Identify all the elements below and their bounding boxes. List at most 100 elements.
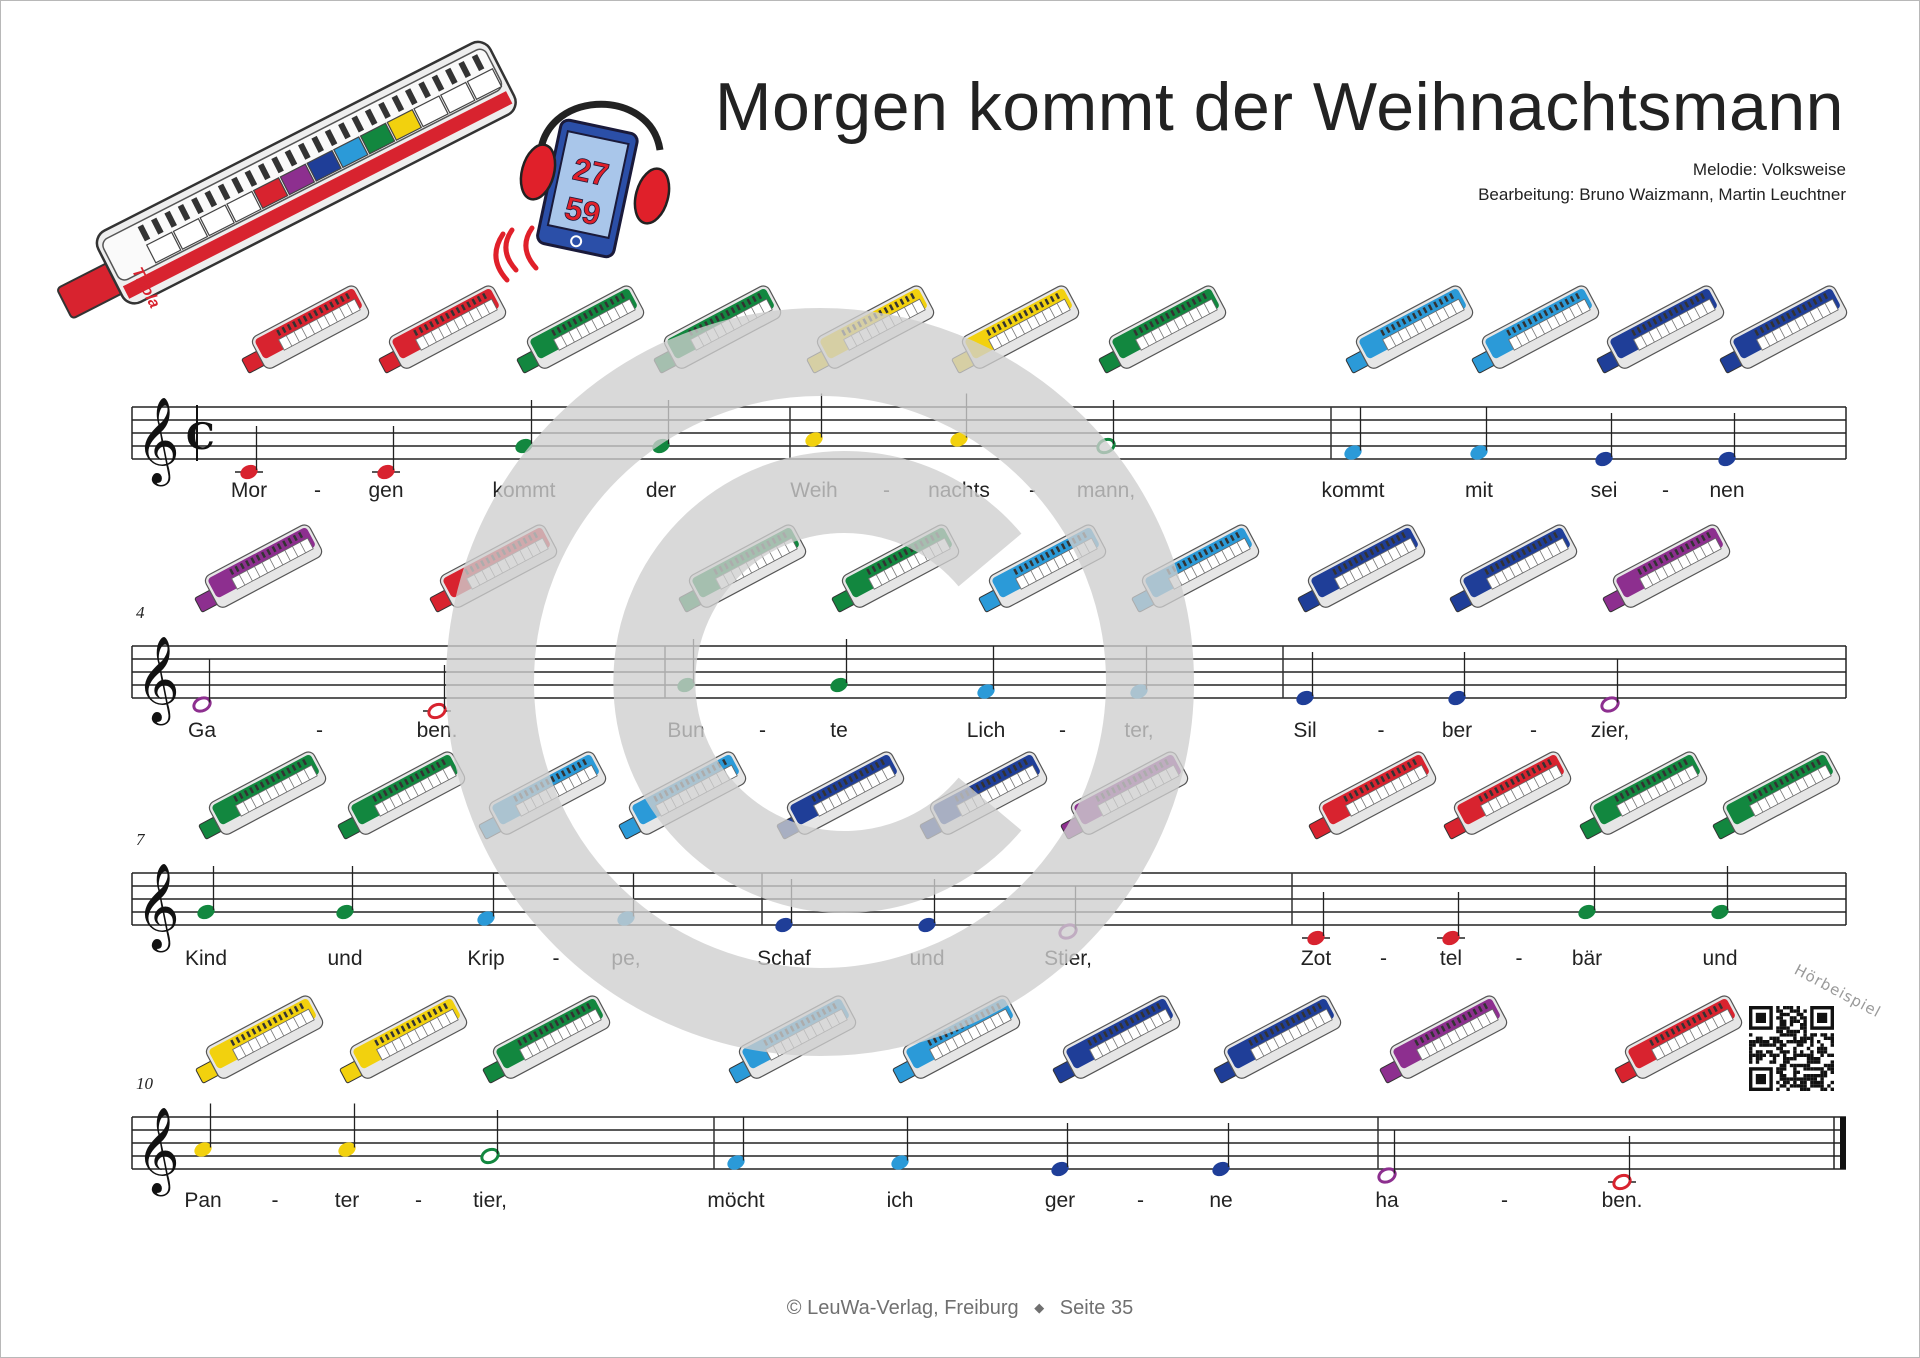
lyric-hyphen: -: [1059, 719, 1066, 742]
note: [1302, 892, 1330, 946]
note: [1296, 652, 1314, 706]
lyric-syllable: Pan: [184, 1189, 221, 1212]
note: [336, 866, 354, 920]
harmonica-hole: [231, 176, 244, 194]
harmonica-hole: [324, 129, 338, 147]
copyright-text: © LeuWa-Verlag, Freiburg: [786, 1297, 1019, 1319]
bar-number: 4: [136, 603, 145, 622]
harmonica-icon: [1098, 285, 1227, 374]
note: [423, 665, 451, 720]
lyric-syllable: ter: [335, 1189, 360, 1212]
note: [1212, 1123, 1230, 1177]
lyric-syllable: möcht: [707, 1189, 764, 1212]
harmonica-hole: [458, 60, 472, 78]
lyric-hyphen: -: [272, 1189, 279, 1212]
treble-clef-icon: 𝄞: [136, 397, 180, 487]
lyric-hyphen: -: [1501, 1189, 1508, 1212]
arrangement-credit: Bearbeitung: Bruno Waizmann, Martin Leuc…: [1478, 185, 1846, 204]
harmonica-icon: [1614, 995, 1743, 1084]
harmonica-icon: [516, 285, 645, 374]
lyric-hyphen: -: [1137, 1189, 1144, 1212]
harmonica-key: [466, 68, 503, 101]
note: [1344, 406, 1362, 460]
lyric-syllable: Ga: [188, 719, 216, 742]
lyric-hyphen: -: [1662, 479, 1669, 502]
separator-icon: ◆: [1034, 1300, 1045, 1315]
harmonica-icon: [339, 995, 468, 1084]
harmonica-hole: [298, 142, 311, 160]
note: [338, 1103, 356, 1157]
lyric-syllable: Zot: [1301, 947, 1332, 970]
note: [1448, 652, 1466, 706]
music-system: 𝄞4Ga - ben. Bun - te Lich - ter, Sil - ber - zier,: [131, 524, 1847, 742]
lyric-hyphen: -: [1530, 719, 1537, 742]
note: [727, 1116, 745, 1170]
harmonica-hole: [284, 149, 298, 167]
harmonica-hole: [445, 67, 458, 85]
harmonica-key: [252, 176, 289, 210]
footer: © LeuWa-Verlag, Freiburg ◆ Seite 35: [0, 1297, 1920, 1320]
harmonica-icon: [337, 751, 466, 840]
lyric-syllable: ich: [887, 1189, 914, 1212]
page-number: Seite 35: [1059, 1297, 1134, 1319]
harmonica-icon: [1596, 285, 1725, 374]
harmonica-hole: [311, 135, 324, 153]
lyric-hyphen: -: [1380, 947, 1387, 970]
note: [805, 393, 823, 447]
note: [1377, 1129, 1397, 1184]
harmonica-icon: [1052, 995, 1181, 1084]
harmonica-hole: [471, 54, 485, 72]
headphones-tablet-icon: 27 59: [493, 100, 671, 283]
harmonica-icon: [776, 751, 905, 840]
lyric-syllable: ha: [1375, 1189, 1399, 1212]
lyric-syllable: ber: [1442, 719, 1472, 742]
track-number-1: 27: [570, 151, 612, 194]
note: [372, 426, 400, 480]
lyric-syllable: Lich: [967, 719, 1006, 742]
lyric-syllable: sei: [1591, 479, 1618, 502]
note: [1051, 1123, 1069, 1177]
harmonica-key: [226, 190, 262, 223]
harmonica-key: [145, 231, 182, 264]
note: [830, 639, 848, 693]
lyric-syllable: Krip: [467, 947, 504, 970]
note: [480, 1110, 500, 1165]
note: [477, 872, 495, 926]
harmonica-key: [306, 149, 342, 182]
harmonica-hole: [204, 190, 218, 208]
lyric-syllable: kommt: [1322, 479, 1385, 502]
note: [1600, 658, 1620, 713]
harmonica-hole: [431, 74, 445, 92]
harmonica-icon: [194, 524, 323, 613]
harmonica-key: [333, 136, 369, 169]
harmonica-key: [359, 122, 396, 155]
harmonica-key: [413, 95, 449, 128]
harmonica-key: [279, 163, 316, 196]
harmonica-icon: [1602, 524, 1731, 613]
note: [1608, 1136, 1636, 1191]
harmonica-icon: [1297, 524, 1426, 613]
lyric-hyphen: -: [415, 1189, 422, 1212]
lyric-hyphen: -: [314, 479, 321, 502]
note: [235, 426, 263, 480]
treble-clef-icon: 𝄞: [136, 863, 180, 953]
lyric-syllable: der: [646, 479, 676, 502]
harmonica-icon: [1579, 751, 1708, 840]
lyric-syllable: bär: [1572, 947, 1602, 970]
note: [1718, 413, 1736, 467]
harmonica-icon: [1471, 285, 1600, 374]
cut-time-icon: C: [186, 416, 215, 458]
harmonica-key: [439, 81, 476, 114]
page-title: Morgen kommt der Weihnachtsmann: [714, 69, 1844, 145]
harmonica-icon: [195, 995, 324, 1084]
note: [192, 658, 212, 713]
note: [1437, 892, 1465, 946]
harmonica-icon: [1213, 995, 1342, 1084]
harmonica-hole: [217, 183, 231, 201]
melody-credit: Melodie: Volksweise: [1692, 160, 1846, 179]
harmonica-hole: [137, 224, 151, 242]
note: [977, 645, 995, 699]
qr-code-icon[interactable]: [1749, 1006, 1834, 1091]
lyric-syllable: ne: [1209, 1189, 1232, 1212]
